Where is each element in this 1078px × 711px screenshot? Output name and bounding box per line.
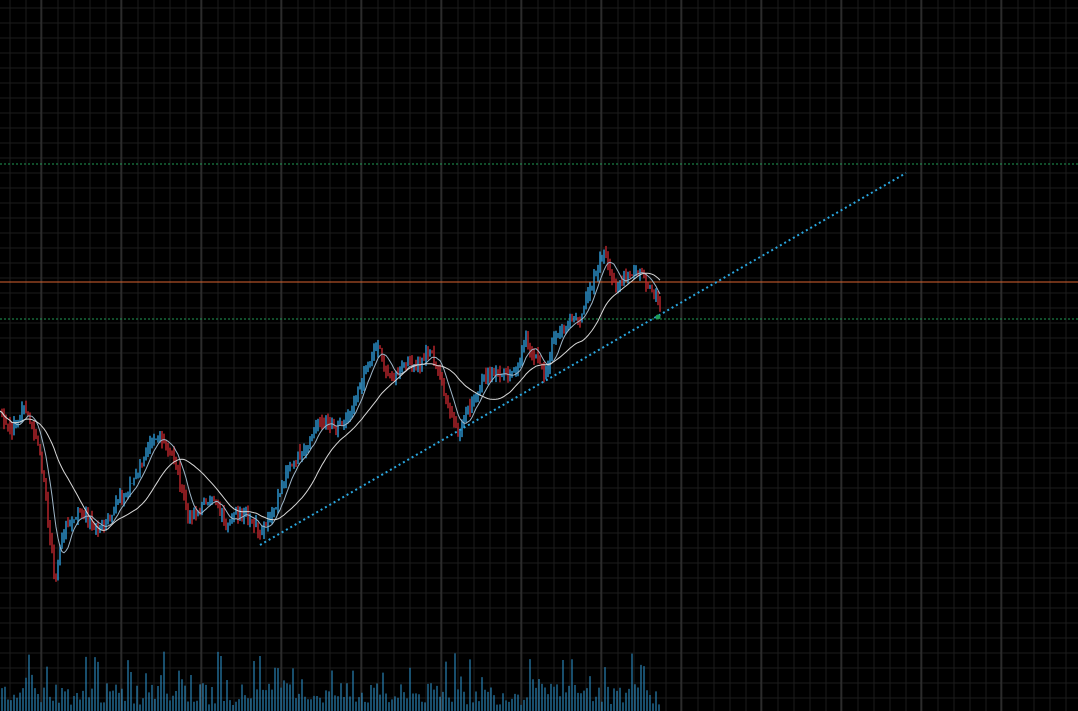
major-gridlines [40, 0, 1002, 711]
candlestick-series [1, 245, 661, 582]
dotted-trendline [259, 172, 907, 546]
trendline-marker [655, 314, 661, 320]
moving-average-lines [0, 261, 661, 554]
fast-moving-average [0, 261, 661, 554]
slow-moving-average [0, 272, 661, 531]
volume-bars [1, 651, 660, 711]
horizontal-price-lines [0, 163, 1078, 320]
trendline-group[interactable] [259, 172, 907, 546]
